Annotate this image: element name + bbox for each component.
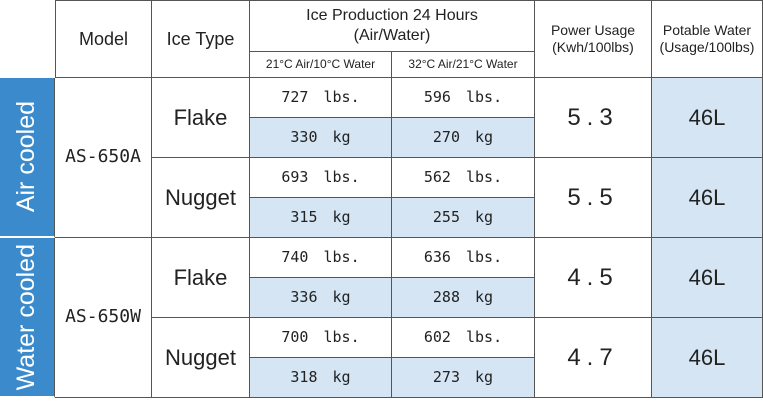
production-kg: 255 kg	[392, 198, 535, 238]
production-lbs-text: 700 lbs.	[281, 328, 360, 347]
ice-type-text: Nugget	[165, 184, 236, 210]
header-ice-production: Ice Production 24 Hours (Air/Water)	[250, 0, 535, 52]
header-water: Potable Water (Usage/100lbs)	[652, 0, 763, 78]
potable-water-text: 46L	[688, 104, 726, 130]
production-kg: 330 kg	[250, 118, 392, 158]
potable-water: 46L	[652, 318, 763, 398]
production-kg: 336 kg	[250, 278, 392, 318]
model: AS-650W	[55, 238, 152, 398]
power-usage: 5.3	[535, 78, 652, 158]
header-model-text: Model	[78, 28, 129, 49]
header-water-text: Potable Water	[662, 21, 752, 38]
production-kg: 273 kg	[392, 358, 535, 398]
production-lbs: 740 lbs.	[250, 238, 392, 278]
ice-type-text: Flake	[173, 104, 228, 130]
production-lbs-text: 740 lbs.	[281, 248, 360, 267]
production-lbs-text: 562 lbs.	[423, 168, 503, 187]
production-kg-text: 288 kg	[432, 288, 494, 307]
cooling-type: Water cooled	[0, 238, 55, 398]
potable-water: 46L	[652, 78, 763, 158]
power-usage: 4.7	[535, 318, 652, 398]
ice-type: Flake	[152, 78, 250, 158]
production-kg-text: 315 kg	[290, 208, 351, 227]
potable-water: 46L	[652, 158, 763, 238]
header-water-text: (Usage/100lbs)	[659, 39, 755, 55]
production-kg-text: 255 kg	[432, 208, 494, 227]
header-power: Power Usage (Kwh/100lbs)	[535, 0, 652, 78]
power-usage: 5.5	[535, 158, 652, 238]
cooling-type: Air cooled	[0, 78, 55, 238]
header-ice-type: Ice Type	[152, 0, 250, 78]
production-lbs: 596 lbs.	[392, 78, 535, 118]
production-kg-text: 318 kg	[290, 368, 351, 387]
cooling-type-text: Water cooled	[12, 243, 41, 391]
model-text: AS-650A	[65, 146, 141, 168]
production-lbs: 693 lbs.	[250, 158, 392, 198]
production-kg-text: 330 kg	[290, 128, 351, 147]
header-ice-type-text: Ice Type	[166, 28, 235, 49]
cooling-type-text: Air cooled	[12, 101, 41, 213]
power-usage: 4.5	[535, 238, 652, 318]
header-ice-production-text: Ice Production 24 Hours	[306, 7, 478, 24]
production-kg: 270 kg	[392, 118, 535, 158]
header-condition-text: 21°C Air/10°C Water	[265, 57, 376, 71]
production-lbs: 700 lbs.	[250, 318, 392, 358]
production-lbs-text: 602 lbs.	[423, 328, 503, 347]
ice-type: Nugget	[152, 318, 250, 398]
production-kg: 288 kg	[392, 278, 535, 318]
potable-water-text: 46L	[688, 184, 726, 210]
production-kg-text: 270 kg	[432, 128, 494, 147]
ice-type-text: Nugget	[165, 344, 236, 370]
header-power-text: Power Usage	[550, 21, 636, 38]
production-lbs: 727 lbs.	[250, 78, 392, 118]
model-text: AS-650W	[65, 306, 141, 328]
production-lbs: 636 lbs.	[392, 238, 535, 278]
header-condition-text: 32°C Air/21°C Water	[408, 57, 518, 71]
power-usage-text: 4.7	[567, 343, 619, 371]
ice-type: Flake	[152, 238, 250, 318]
power-usage-text: 4.5	[567, 263, 619, 291]
ice-type-text: Flake	[173, 264, 228, 290]
production-lbs-text: 596 lbs.	[423, 88, 503, 107]
production-kg: 318 kg	[250, 358, 392, 398]
model: AS-650A	[55, 78, 152, 238]
production-kg: 315 kg	[250, 198, 392, 238]
power-usage-text: 5.5	[567, 183, 619, 211]
power-usage-text: 5.3	[567, 103, 619, 131]
production-kg-text: 336 kg	[290, 288, 351, 307]
ice-type: Nugget	[152, 158, 250, 238]
production-kg-text: 273 kg	[432, 368, 494, 387]
header-model: Model	[55, 0, 152, 78]
header-ice-production-text: (Air/Water)	[353, 27, 431, 44]
production-lbs-text: 727 lbs.	[281, 88, 360, 107]
header-power-text: (Kwh/100lbs)	[552, 39, 634, 55]
production-lbs-text: 693 lbs.	[281, 168, 360, 187]
header-condition: 32°C Air/21°C Water	[392, 52, 535, 78]
header-condition: 21°C Air/10°C Water	[250, 52, 392, 78]
production-lbs: 562 lbs.	[392, 158, 535, 198]
potable-water-text: 46L	[688, 344, 726, 370]
potable-water-text: 46L	[688, 264, 726, 290]
production-lbs-text: 636 lbs.	[423, 248, 503, 267]
potable-water: 46L	[652, 238, 763, 318]
production-lbs: 602 lbs.	[392, 318, 535, 358]
